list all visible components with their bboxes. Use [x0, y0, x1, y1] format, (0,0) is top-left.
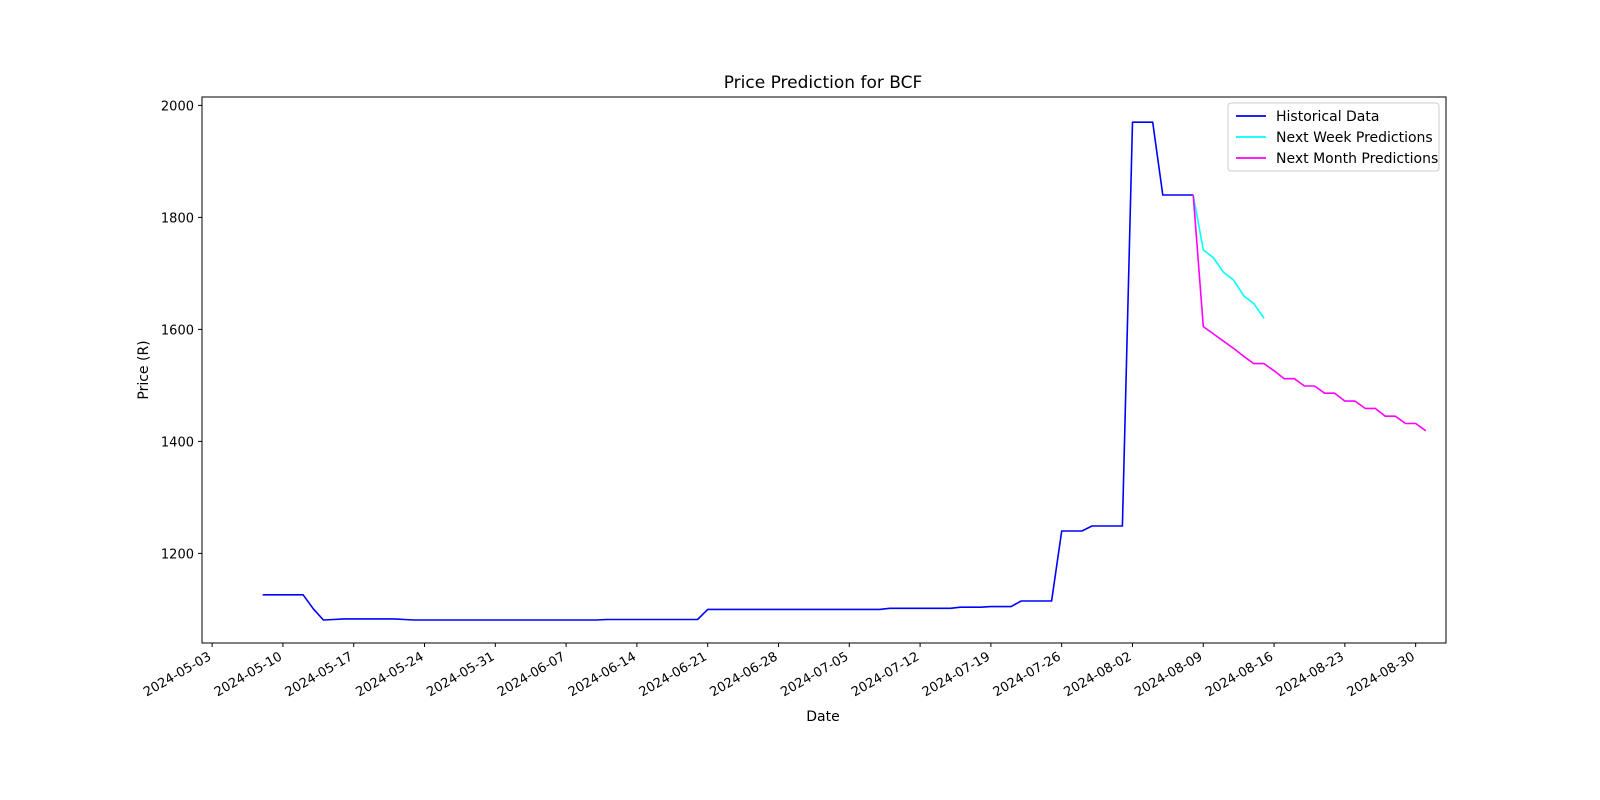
y-axis: 1200 1400 1600 1800 2000: [161, 99, 202, 562]
legend: Historical Data Next Week Predictions Next…: [1227, 102, 1440, 172]
x-axis-label: Date: [806, 709, 839, 725]
legend-box: [1227, 102, 1440, 172]
series-layer: [262, 121, 1427, 621]
legend-label: Historical Data: [1276, 109, 1379, 125]
chart-title: Price Prediction for BCF: [724, 73, 923, 93]
y-tick-label: 1200: [161, 547, 194, 562]
series-line-2: [1192, 194, 1265, 319]
legend-label: Next Month Predictions: [1276, 151, 1438, 167]
y-tick-label: 1400: [161, 435, 194, 450]
plot-frame: [201, 96, 1447, 644]
series-line-3: [1192, 194, 1427, 432]
legend-label: Next Week Predictions: [1276, 130, 1433, 146]
y-axis-label: Price (R): [136, 340, 152, 399]
y-tick-label: 2000: [161, 99, 194, 114]
y-tick-label: 1800: [161, 211, 194, 226]
y-tick-label: 1600: [161, 323, 194, 338]
series-line-1: [262, 121, 1194, 621]
